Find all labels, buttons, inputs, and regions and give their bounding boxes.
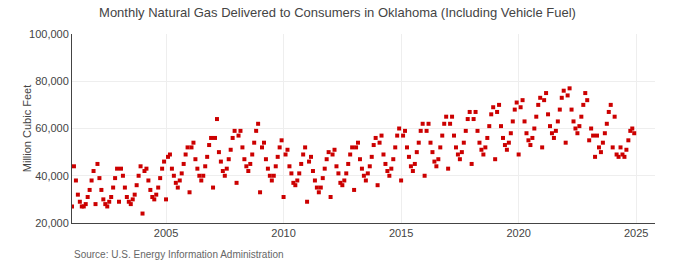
svg-text:2015: 2015 (389, 227, 413, 239)
svg-text:2025: 2025 (624, 227, 648, 239)
svg-text:Source: U.S. Energy Informatio: Source: U.S. Energy Information Administ… (74, 249, 284, 260)
svg-text:20,000: 20,000 (35, 217, 69, 229)
svg-text:Million Cubic Feet: Million Cubic Feet (21, 85, 33, 172)
svg-text:100,000: 100,000 (29, 28, 69, 40)
svg-text:2020: 2020 (506, 227, 530, 239)
svg-text:40,000: 40,000 (35, 170, 69, 182)
svg-text:2005: 2005 (154, 227, 178, 239)
svg-text:80,000: 80,000 (35, 75, 69, 87)
svg-text:Monthly Natural Gas Delivered: Monthly Natural Gas Delivered to Consume… (99, 5, 576, 20)
svg-text:2010: 2010 (271, 227, 295, 239)
svg-text:60,000: 60,000 (35, 122, 69, 134)
